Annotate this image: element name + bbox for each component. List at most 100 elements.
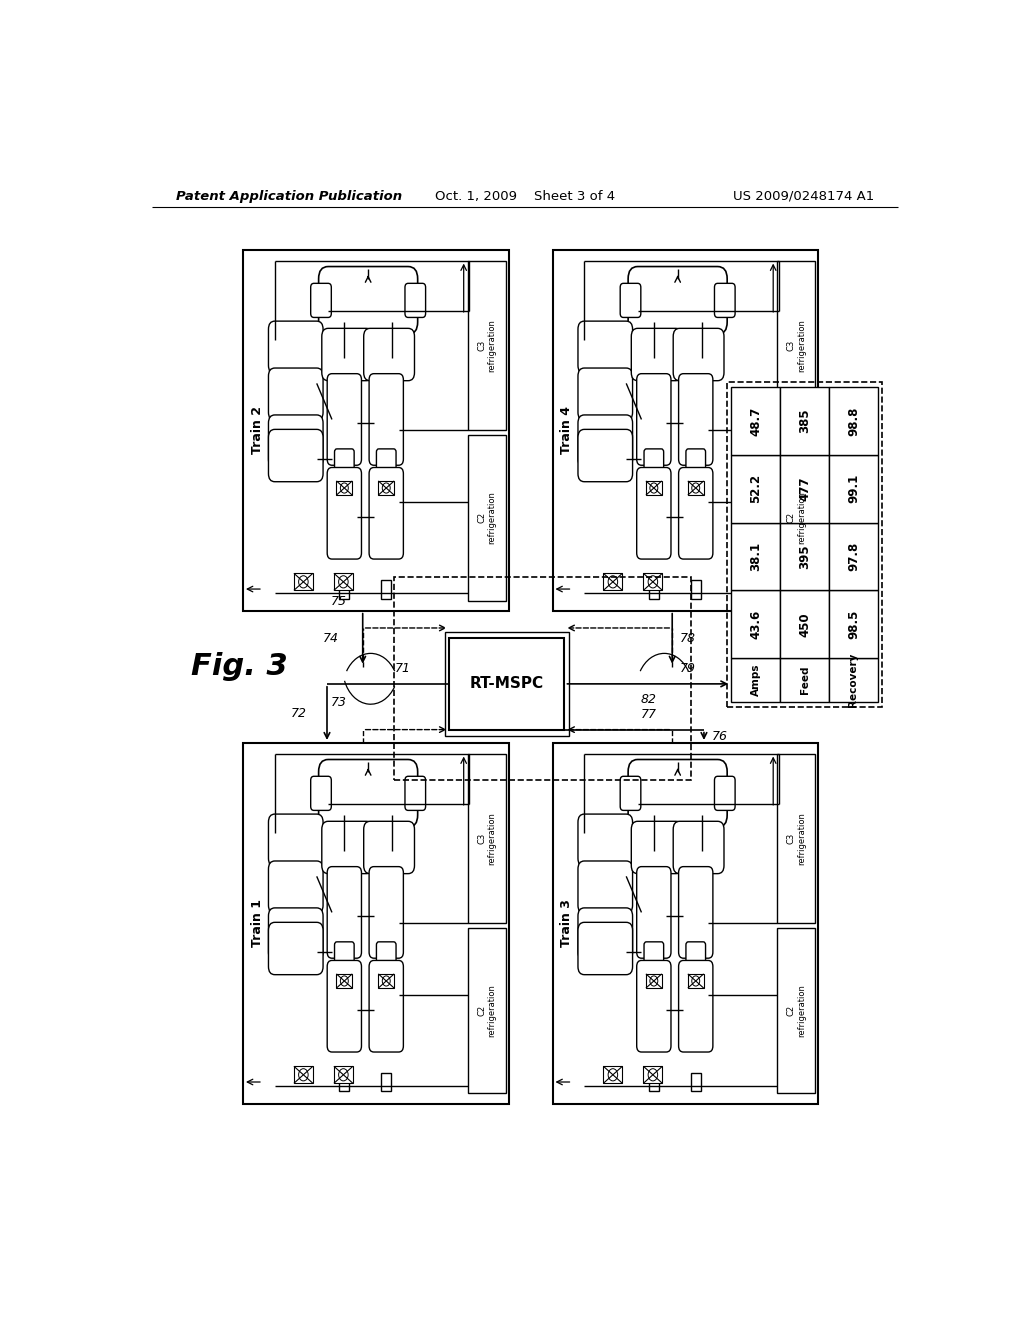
Bar (780, 659, 829, 702)
Bar (731, 659, 780, 702)
Text: 71: 71 (394, 663, 411, 675)
FancyBboxPatch shape (404, 776, 426, 810)
FancyBboxPatch shape (578, 414, 633, 467)
Text: 385: 385 (798, 409, 811, 433)
Bar (649, 1073, 658, 1092)
FancyBboxPatch shape (364, 329, 415, 380)
Text: 52.2: 52.2 (750, 474, 762, 503)
Text: Fig. 3: Fig. 3 (191, 652, 288, 681)
Bar (777, 754, 815, 923)
FancyBboxPatch shape (322, 329, 373, 380)
FancyBboxPatch shape (673, 821, 724, 874)
FancyBboxPatch shape (335, 449, 354, 477)
Bar (378, 480, 394, 495)
FancyBboxPatch shape (268, 321, 323, 374)
Text: 82: 82 (640, 693, 656, 706)
FancyBboxPatch shape (268, 923, 323, 974)
Text: Oct. 1, 2009    Sheet 3 of 4: Oct. 1, 2009 Sheet 3 of 4 (435, 190, 614, 202)
Bar (646, 974, 662, 989)
Text: C2
refrigeration: C2 refrigeration (786, 491, 806, 544)
Bar (603, 573, 623, 590)
Text: Train 3: Train 3 (560, 899, 573, 948)
FancyBboxPatch shape (637, 374, 671, 465)
Bar (334, 1067, 353, 1084)
Text: 72: 72 (291, 706, 307, 719)
FancyBboxPatch shape (268, 368, 323, 420)
FancyBboxPatch shape (679, 961, 713, 1052)
Bar (649, 581, 658, 598)
Bar (553, 743, 818, 1104)
FancyBboxPatch shape (328, 961, 361, 1052)
Text: 450: 450 (798, 612, 811, 636)
Bar (603, 1067, 623, 1084)
FancyBboxPatch shape (637, 867, 671, 958)
Bar (339, 581, 349, 598)
Bar (829, 523, 878, 590)
Text: C3
refrigeration: C3 refrigeration (477, 319, 497, 372)
FancyBboxPatch shape (637, 961, 671, 1052)
FancyBboxPatch shape (369, 467, 403, 560)
FancyBboxPatch shape (328, 867, 361, 958)
FancyBboxPatch shape (318, 267, 418, 334)
FancyBboxPatch shape (369, 867, 403, 958)
FancyBboxPatch shape (268, 814, 323, 866)
Bar (339, 1073, 349, 1092)
Bar (553, 249, 818, 611)
Bar (450, 638, 564, 730)
FancyBboxPatch shape (644, 449, 664, 477)
Text: 76: 76 (712, 730, 728, 743)
FancyBboxPatch shape (377, 449, 396, 477)
FancyBboxPatch shape (578, 908, 633, 960)
Bar (829, 590, 878, 659)
Text: Train 2: Train 2 (251, 407, 264, 454)
Bar (691, 1073, 700, 1092)
Bar (381, 1073, 391, 1092)
FancyBboxPatch shape (632, 329, 682, 380)
FancyBboxPatch shape (578, 321, 633, 374)
Text: 477: 477 (798, 477, 811, 502)
FancyBboxPatch shape (335, 942, 354, 970)
Text: 395: 395 (798, 544, 811, 569)
Bar (777, 434, 815, 601)
Text: 98.5: 98.5 (847, 610, 860, 639)
Bar (337, 480, 352, 495)
Bar (468, 434, 506, 601)
Bar (337, 974, 352, 989)
Text: 74: 74 (323, 632, 339, 645)
FancyBboxPatch shape (268, 908, 323, 960)
FancyBboxPatch shape (404, 284, 426, 317)
FancyBboxPatch shape (621, 284, 641, 317)
FancyBboxPatch shape (322, 821, 373, 874)
FancyBboxPatch shape (377, 942, 396, 970)
Bar (381, 581, 391, 598)
Text: 77: 77 (640, 708, 656, 721)
Text: C3
refrigeration: C3 refrigeration (477, 812, 497, 865)
FancyBboxPatch shape (621, 776, 641, 810)
Bar (731, 387, 780, 455)
Bar (643, 573, 663, 590)
Text: Recovery: Recovery (849, 653, 858, 708)
Bar (829, 455, 878, 523)
FancyBboxPatch shape (328, 467, 361, 560)
FancyBboxPatch shape (364, 821, 415, 874)
Bar (780, 455, 829, 523)
Bar (243, 743, 509, 1104)
Bar (777, 928, 815, 1093)
Text: US 2009/0248174 A1: US 2009/0248174 A1 (733, 190, 873, 202)
Bar (731, 455, 780, 523)
FancyBboxPatch shape (679, 467, 713, 560)
Text: 79: 79 (680, 663, 696, 675)
Bar (643, 1067, 663, 1084)
FancyBboxPatch shape (268, 861, 323, 913)
Bar (777, 261, 815, 430)
Bar (780, 387, 829, 455)
FancyBboxPatch shape (310, 776, 332, 810)
Bar (727, 381, 882, 708)
FancyBboxPatch shape (679, 374, 713, 465)
FancyBboxPatch shape (578, 368, 633, 420)
Text: C3
refrigeration: C3 refrigeration (786, 812, 806, 865)
FancyBboxPatch shape (715, 284, 735, 317)
Bar (468, 754, 506, 923)
FancyBboxPatch shape (679, 867, 713, 958)
Text: 98.8: 98.8 (847, 407, 860, 436)
